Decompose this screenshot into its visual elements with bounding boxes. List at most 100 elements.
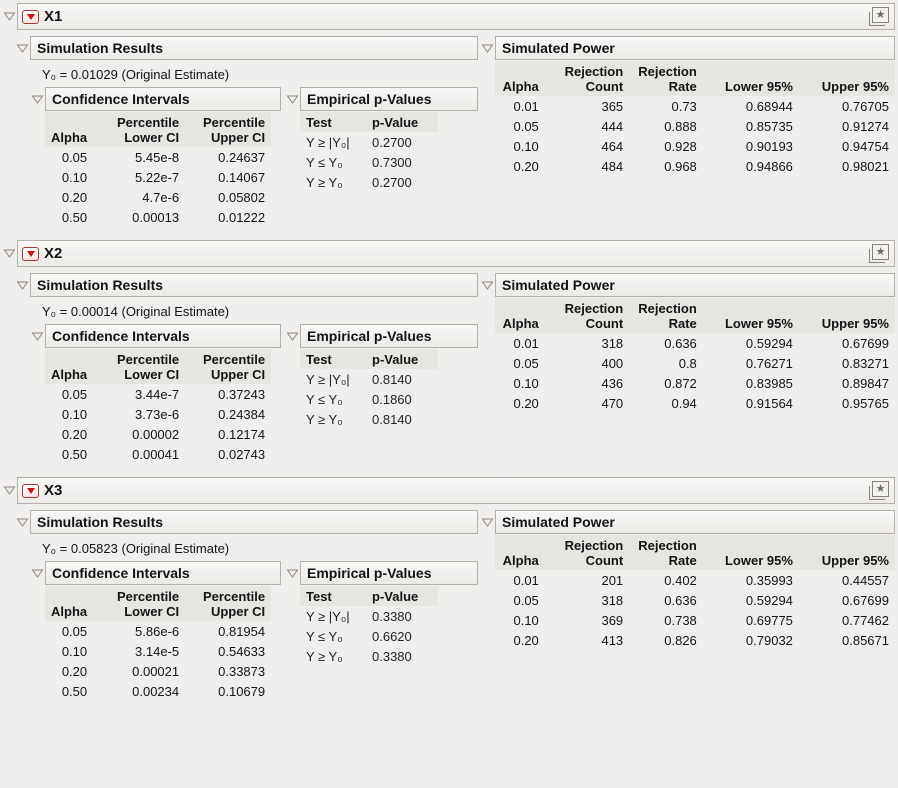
collapse-triangle-icon[interactable] — [16, 280, 29, 291]
table-cell: 0.01 — [513, 336, 539, 351]
column-header: Lower 95% — [702, 79, 799, 96]
table-cell: 0.8 — [678, 356, 697, 371]
column-header: Percentile — [185, 349, 272, 367]
collapse-triangle-icon[interactable] — [31, 568, 44, 579]
table-cell: 0.928 — [664, 139, 697, 154]
column-header — [495, 535, 545, 553]
table-row: 0.20 4.7e-6 0.05802 — [45, 187, 271, 207]
save-to-journal-icon[interactable]: ★ — [868, 244, 889, 263]
collapse-triangle-icon[interactable] — [16, 517, 29, 528]
table-cell: Y ≥ Y₀ — [306, 412, 343, 427]
table-cell: Y ≥ Y₀ — [306, 175, 343, 190]
table-cell: 0.10 — [513, 139, 539, 154]
table-cell: 0.44557 — [842, 573, 889, 588]
simulation-results-panel: Simulation Results Y₀ = 0.05823 (Origina… — [16, 510, 478, 701]
confidence-intervals-table: Percentile Percentile Alpha Lower CI Upp… — [45, 586, 272, 701]
empirical-p-values-panel: Empirical p-Values Test p-Value Y ≥ |Y₀|… — [286, 561, 478, 701]
column-header: Percentile — [93, 586, 186, 604]
table-cell: 0.50 — [61, 210, 88, 225]
simulated-power-title: Simulated Power — [495, 510, 895, 534]
table-cell: 0.872 — [664, 376, 697, 391]
column-header: Rejection — [629, 298, 703, 316]
table-cell: 0.01 — [513, 573, 539, 588]
column-header: Upper 95% — [798, 553, 895, 570]
table-cell: 0.76705 — [842, 99, 889, 114]
column-header: p-Value — [366, 586, 438, 606]
table-cell: 0.94 — [671, 396, 697, 411]
table-row: 0.20 413 0.826 0.79032 0.85671 — [495, 630, 895, 650]
collapse-triangle-icon[interactable] — [3, 248, 16, 259]
table-row: 0.05 444 0.888 0.85735 0.91274 — [495, 116, 895, 136]
collapse-triangle-icon[interactable] — [31, 94, 44, 105]
collapse-triangle-icon[interactable] — [3, 485, 16, 496]
table-cell: 0.3380 — [372, 609, 412, 624]
table-cell: 0.05 — [61, 150, 88, 165]
column-header: Count — [544, 79, 630, 96]
table-cell: 0.67699 — [842, 336, 889, 351]
collapse-triangle-icon[interactable] — [16, 43, 29, 54]
simulated-power-table: Rejection Rejection Alpha Count Rate Low… — [495, 298, 895, 413]
save-to-journal-icon[interactable]: ★ — [868, 481, 889, 500]
collapse-triangle-icon[interactable] — [481, 280, 494, 291]
original-estimate-text: Y₀ = 0.01029 (Original Estimate) — [42, 67, 230, 82]
table-cell: 0.59294 — [745, 593, 793, 608]
table-row: 0.05 400 0.8 0.76271 0.83271 — [495, 353, 895, 373]
table-cell: 0.89847 — [842, 376, 889, 391]
table-cell: 0.10679 — [218, 684, 266, 699]
table-cell: 3.14e-5 — [135, 644, 180, 659]
confidence-intervals-table: Percentile Percentile Alpha Lower CI Upp… — [45, 112, 272, 227]
outline-header-row: X3 ★ — [3, 477, 895, 504]
red-triangle-menu-icon[interactable] — [22, 9, 39, 24]
simulation-results-header-row: Simulation Results — [16, 510, 478, 534]
table-cell: 0.00041 — [132, 447, 180, 462]
table-row: 0.01 365 0.73 0.68944 0.76705 — [495, 96, 895, 116]
save-to-journal-icon[interactable]: ★ — [868, 7, 889, 26]
table-row: Y ≥ |Y₀| 0.3380 — [300, 606, 438, 626]
simulation-results-title: Simulation Results — [30, 273, 478, 297]
table-cell: 444 — [601, 119, 624, 134]
table-cell: 5.22e-7 — [135, 170, 180, 185]
table-cell: 0.20 — [61, 190, 88, 205]
column-header: Test — [300, 349, 366, 369]
collapse-triangle-icon[interactable] — [3, 11, 16, 22]
column-header: Lower CI — [93, 130, 186, 147]
table-row: 0.01 318 0.636 0.59294 0.67699 — [495, 333, 895, 353]
table-row: 0.01 201 0.402 0.35993 0.44557 — [495, 570, 895, 590]
table-cell: 3.44e-7 — [135, 387, 180, 402]
intervals-and-pvalues-row: Confidence Intervals Percentile Percenti… — [31, 324, 478, 464]
collapse-triangle-icon[interactable] — [31, 331, 44, 342]
column-header: Alpha — [495, 316, 545, 333]
collapse-triangle-icon[interactable] — [481, 517, 494, 528]
empirical-p-values-title: Empirical p-Values — [300, 87, 478, 111]
table-cell: 0.94754 — [842, 139, 889, 154]
column-header — [45, 586, 94, 604]
collapse-triangle-icon[interactable] — [286, 331, 299, 342]
collapse-triangle-icon[interactable] — [286, 568, 299, 579]
simulated-power-panel: Simulated Power Rejection Rejection — [481, 510, 895, 701]
table-cell: 0.7300 — [372, 155, 412, 170]
column-header — [45, 349, 94, 367]
table-cell: 0.00234 — [132, 684, 180, 699]
red-triangle-menu-icon[interactable] — [22, 483, 39, 498]
confidence-intervals-table: Percentile Percentile Alpha Lower CI Upp… — [45, 349, 272, 464]
table-cell: 0.91274 — [842, 119, 889, 134]
table-row: 0.05 5.86e-6 0.81954 — [45, 621, 271, 641]
column-header — [495, 298, 545, 316]
table-cell: 0.05 — [61, 387, 88, 402]
column-header: Upper CI — [185, 367, 272, 384]
table-cell: 0.3380 — [372, 649, 412, 664]
empirical-p-values-panel: Empirical p-Values Test p-Value Y ≥ |Y₀|… — [286, 87, 478, 227]
table-cell: Y ≥ |Y₀| — [306, 609, 350, 624]
red-triangle-menu-icon[interactable] — [22, 246, 39, 261]
column-header: Upper CI — [185, 604, 272, 621]
table-cell: 318 — [601, 593, 624, 608]
table-cell: Y ≥ |Y₀| — [306, 135, 350, 150]
simulated-power-title: Simulated Power — [495, 36, 895, 60]
table-cell: 0.01222 — [218, 210, 266, 225]
table-row: 0.05 3.44e-7 0.37243 — [45, 384, 271, 404]
collapse-triangle-icon[interactable] — [481, 43, 494, 54]
table-cell: 0.69775 — [745, 613, 793, 628]
simulated-power-table: Rejection Rejection Alpha Count Rate Low… — [495, 61, 895, 176]
collapse-triangle-icon[interactable] — [286, 94, 299, 105]
column-header: Rate — [629, 79, 703, 96]
